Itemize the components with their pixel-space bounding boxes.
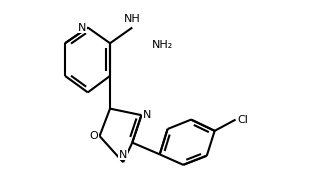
Text: NH₂: NH₂ [152, 40, 173, 49]
Text: N: N [78, 23, 87, 33]
Text: NH: NH [124, 14, 141, 24]
Text: N: N [143, 110, 151, 120]
Text: O: O [90, 131, 98, 141]
Text: N: N [119, 150, 127, 160]
Text: Cl: Cl [237, 115, 248, 125]
